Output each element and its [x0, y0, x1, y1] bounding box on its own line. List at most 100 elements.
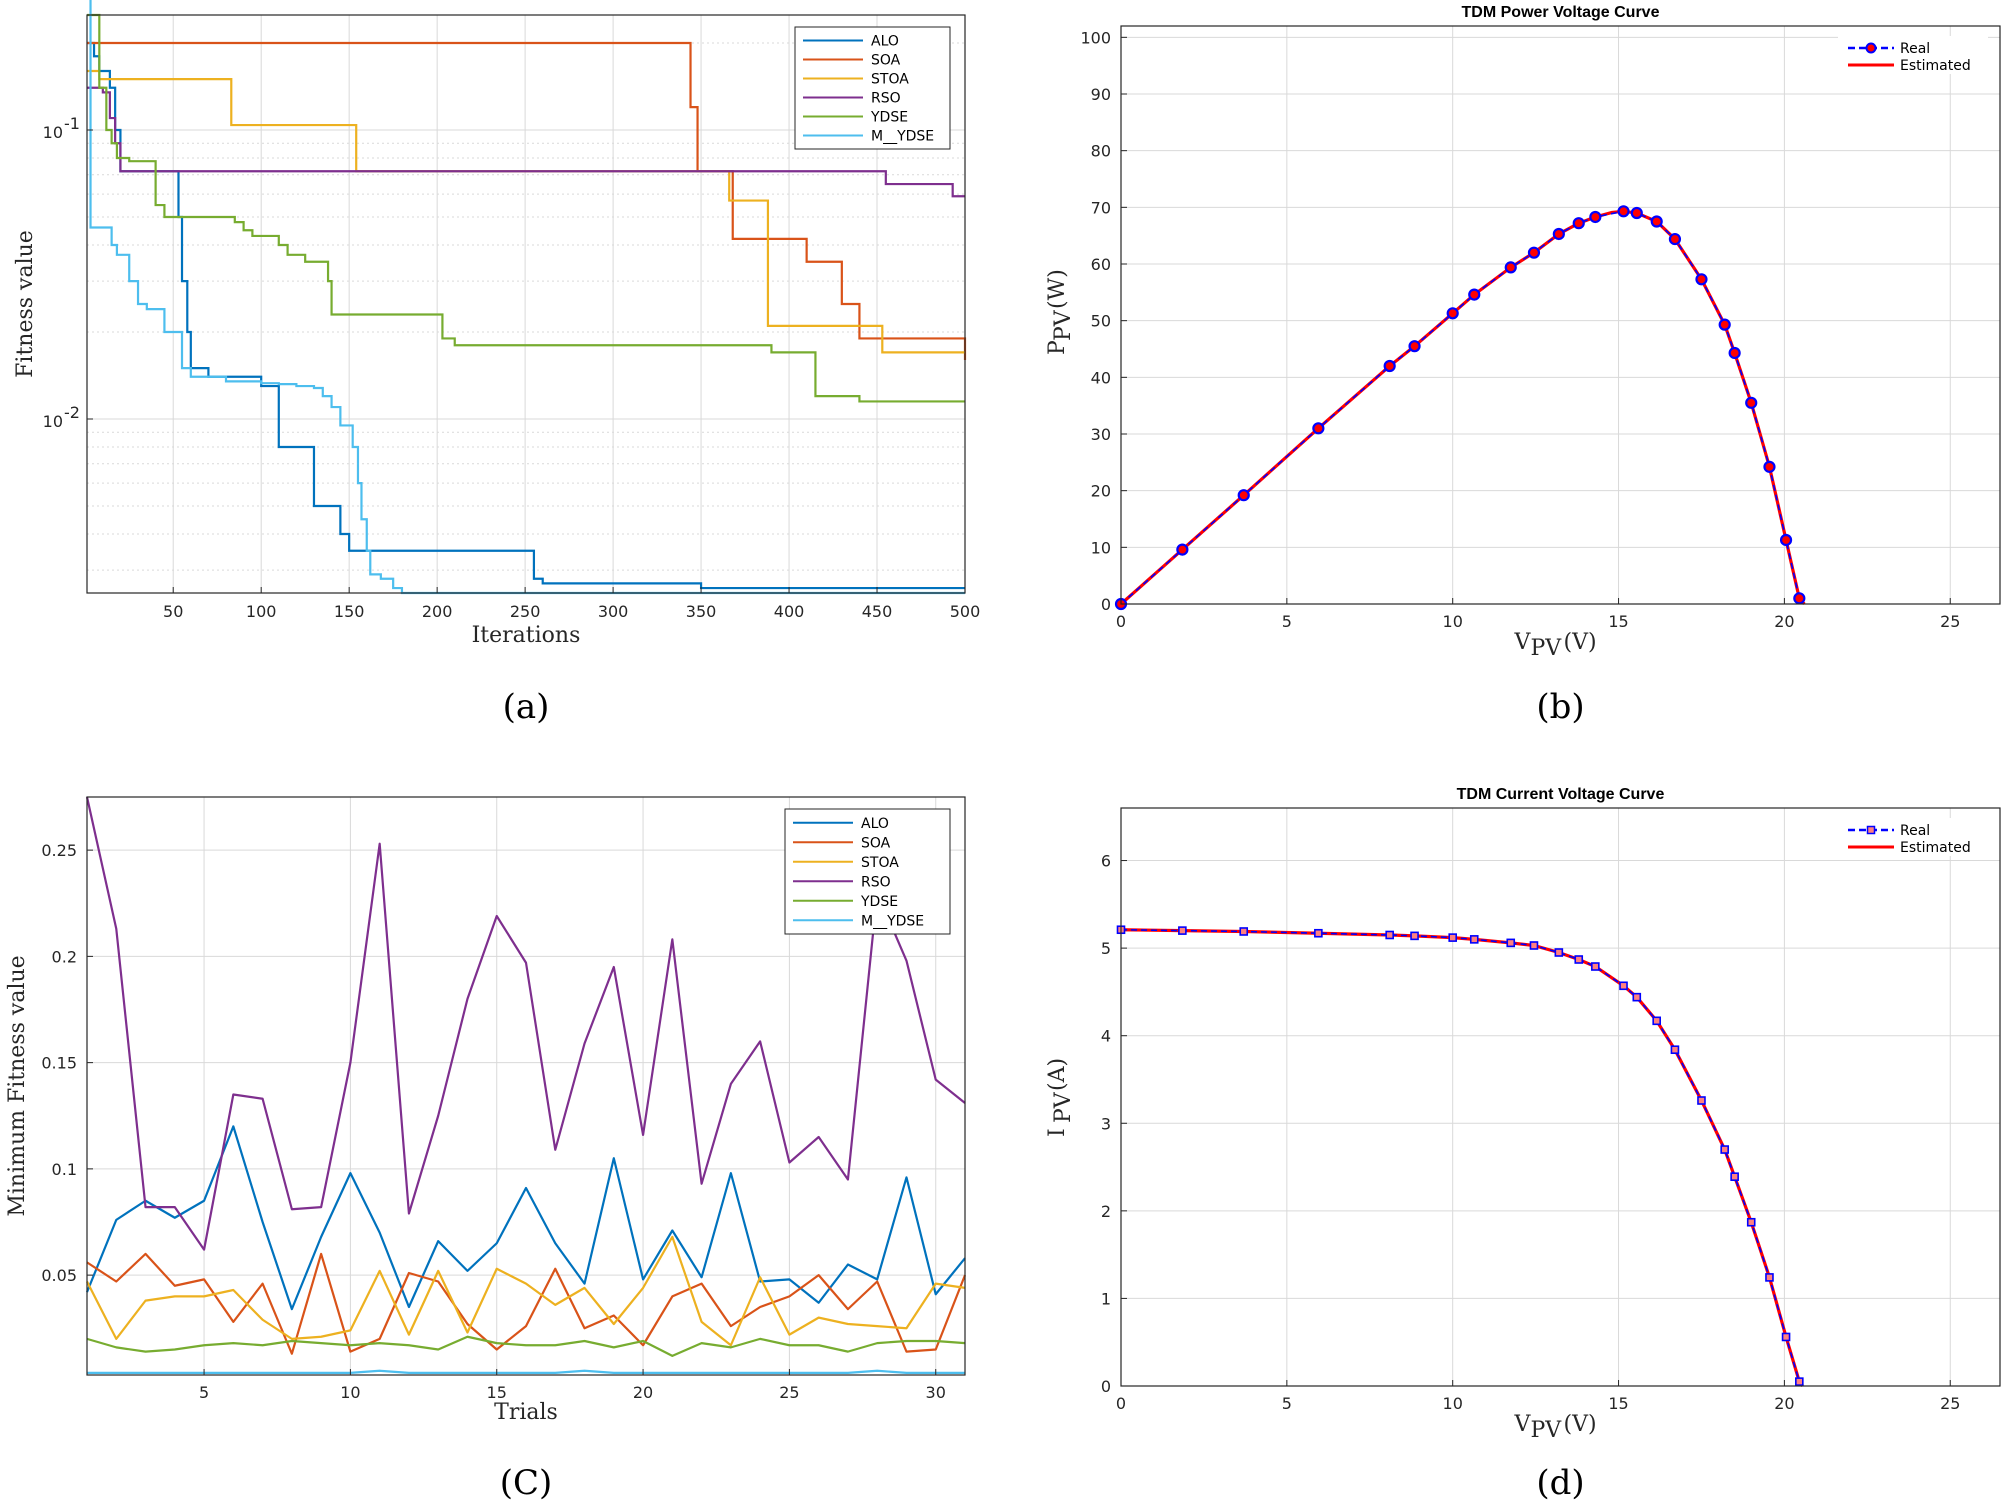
x-tick-label: 25 — [1940, 612, 1960, 631]
legend-label: Estimated — [1900, 58, 1971, 74]
legend-entry-estimated: Estimated — [1848, 840, 1971, 856]
y-tick-label: 10 -1 — [43, 114, 80, 142]
data-point-real — [1730, 1172, 1739, 1181]
y-tick-label: 5 — [1101, 939, 1111, 958]
y-axis-label: Fitness value — [13, 230, 38, 378]
x-axis-label-unit: (V) — [1564, 1412, 1597, 1437]
series-line-rso — [87, 86, 965, 198]
data-point-real — [1591, 962, 1600, 971]
data-point-real — [1619, 981, 1628, 991]
data-point-real — [1178, 926, 1187, 935]
x-tick-label: 20 — [1774, 612, 1794, 631]
legend-label: Real — [1900, 823, 1930, 839]
x-tick-label: 450 — [862, 602, 893, 621]
series-line-stoa — [86, 1235, 966, 1347]
panel-caption: (a) — [503, 687, 550, 727]
x-tick-label: 15 — [1608, 1394, 1628, 1413]
series-line-m__ydse — [87, 1369, 965, 1374]
x-tick-label: 5 — [1282, 1394, 1292, 1413]
x-tick-label: 25 — [779, 1383, 799, 1402]
legend-entry-soa: SOA — [793, 835, 891, 851]
data-point-real — [1728, 346, 1741, 360]
data-point-real — [1668, 232, 1682, 246]
panel-caption: (d) — [1536, 1463, 1584, 1503]
x-axis-label-sub: PV — [1531, 636, 1563, 661]
axes-box — [86, 796, 966, 1376]
data-point-real — [1589, 210, 1602, 224]
data-point-real — [1763, 460, 1776, 473]
y-tick-exponent: -1 — [64, 114, 80, 133]
data-point-real — [1745, 396, 1758, 409]
data-point-real — [1652, 1016, 1661, 1026]
series-line-soa — [86, 1252, 967, 1355]
x-axis-label: V PV (V) — [1514, 1412, 1597, 1443]
y-tick-base: 10 — [43, 123, 63, 142]
y-tick-label: 0.2 — [52, 947, 77, 966]
y-tick-label: 0.05 — [41, 1266, 77, 1285]
axes-box — [86, 14, 966, 594]
x-tick-label: 400 — [774, 602, 805, 621]
x-axis-label-base: V — [1514, 630, 1532, 655]
x-tick-label: 350 — [686, 602, 717, 621]
y-tick-label: 0 — [1101, 595, 1111, 614]
data-point-real — [1312, 422, 1325, 435]
legend-entry-real: Real — [1848, 823, 1930, 839]
legend-label: STOA — [871, 72, 909, 88]
y-tick-label: 90 — [1091, 85, 1111, 104]
legend-entry-soa: SOA — [803, 53, 901, 69]
data-point-real — [1697, 1096, 1706, 1105]
y-axis-label-unit: (A) — [1045, 1058, 1070, 1091]
x-axis-label-unit: (V) — [1564, 630, 1597, 655]
data-point-real — [1529, 941, 1539, 950]
legend-label: YDSE — [870, 110, 908, 126]
plot-area — [1121, 808, 2000, 1386]
x-tick-label: 0 — [1116, 1394, 1126, 1413]
y-axis-label: I PV(A) — [1045, 1058, 1076, 1137]
series-line-real — [1120, 928, 1801, 1382]
legend-entry-rso: RSO — [793, 874, 891, 890]
data-point-real — [1781, 1332, 1791, 1342]
legend-label: M__YDSE — [871, 129, 934, 145]
x-tick-label: 500 — [950, 602, 981, 621]
y-axis-label-base: I — [1045, 1128, 1070, 1137]
legend-box — [794, 26, 951, 150]
x-tick-label: 5 — [1282, 612, 1292, 631]
data-point-real — [1630, 206, 1643, 220]
legend-label: Estimated — [1900, 840, 1971, 856]
series-line-ydse — [86, 1335, 966, 1357]
y-tick-label: 100 — [1080, 28, 1111, 47]
data-point-real — [1410, 931, 1419, 941]
y-tick-label: 10 — [1091, 538, 1111, 557]
x-tick-label: 10 — [1443, 1394, 1463, 1413]
legend-entry-stoa: STOA — [803, 72, 909, 88]
y-tick-label: 70 — [1091, 198, 1111, 217]
x-axis-label-sub: PV — [1531, 1418, 1563, 1443]
data-point-real — [1314, 928, 1323, 938]
data-point-real — [1504, 261, 1517, 274]
x-axis-label: Iterations — [472, 623, 581, 648]
x-axis-label: V PV (V) — [1514, 630, 1597, 661]
legend-entry-alo: ALO — [803, 34, 899, 50]
legend-entry-alo: ALO — [793, 816, 889, 832]
legend-box — [1838, 36, 1988, 74]
legend-entry-rso: RSO — [803, 91, 901, 107]
legend-label: ALO — [871, 34, 899, 50]
data-point-real — [1385, 930, 1394, 940]
y-tick-label: 30 — [1091, 425, 1111, 444]
x-tick-label: 5 — [199, 1383, 209, 1402]
legend-marker — [1866, 825, 1876, 835]
data-point-real — [1572, 217, 1585, 230]
legend-marker — [1865, 42, 1877, 54]
data-point-real — [1720, 1145, 1729, 1154]
data-point-real — [1552, 227, 1565, 241]
legend-label: SOA — [861, 835, 891, 851]
legend: ALO SOA STOA RSO YDSE M__YDSE — [794, 26, 951, 150]
data-point-real — [1765, 1273, 1774, 1282]
legend-box — [784, 808, 951, 935]
y-axis-label-base: P — [1045, 340, 1070, 355]
data-point-real — [1718, 318, 1731, 331]
y-tick-label: 50 — [1091, 312, 1111, 331]
series-group — [1116, 925, 1804, 1387]
